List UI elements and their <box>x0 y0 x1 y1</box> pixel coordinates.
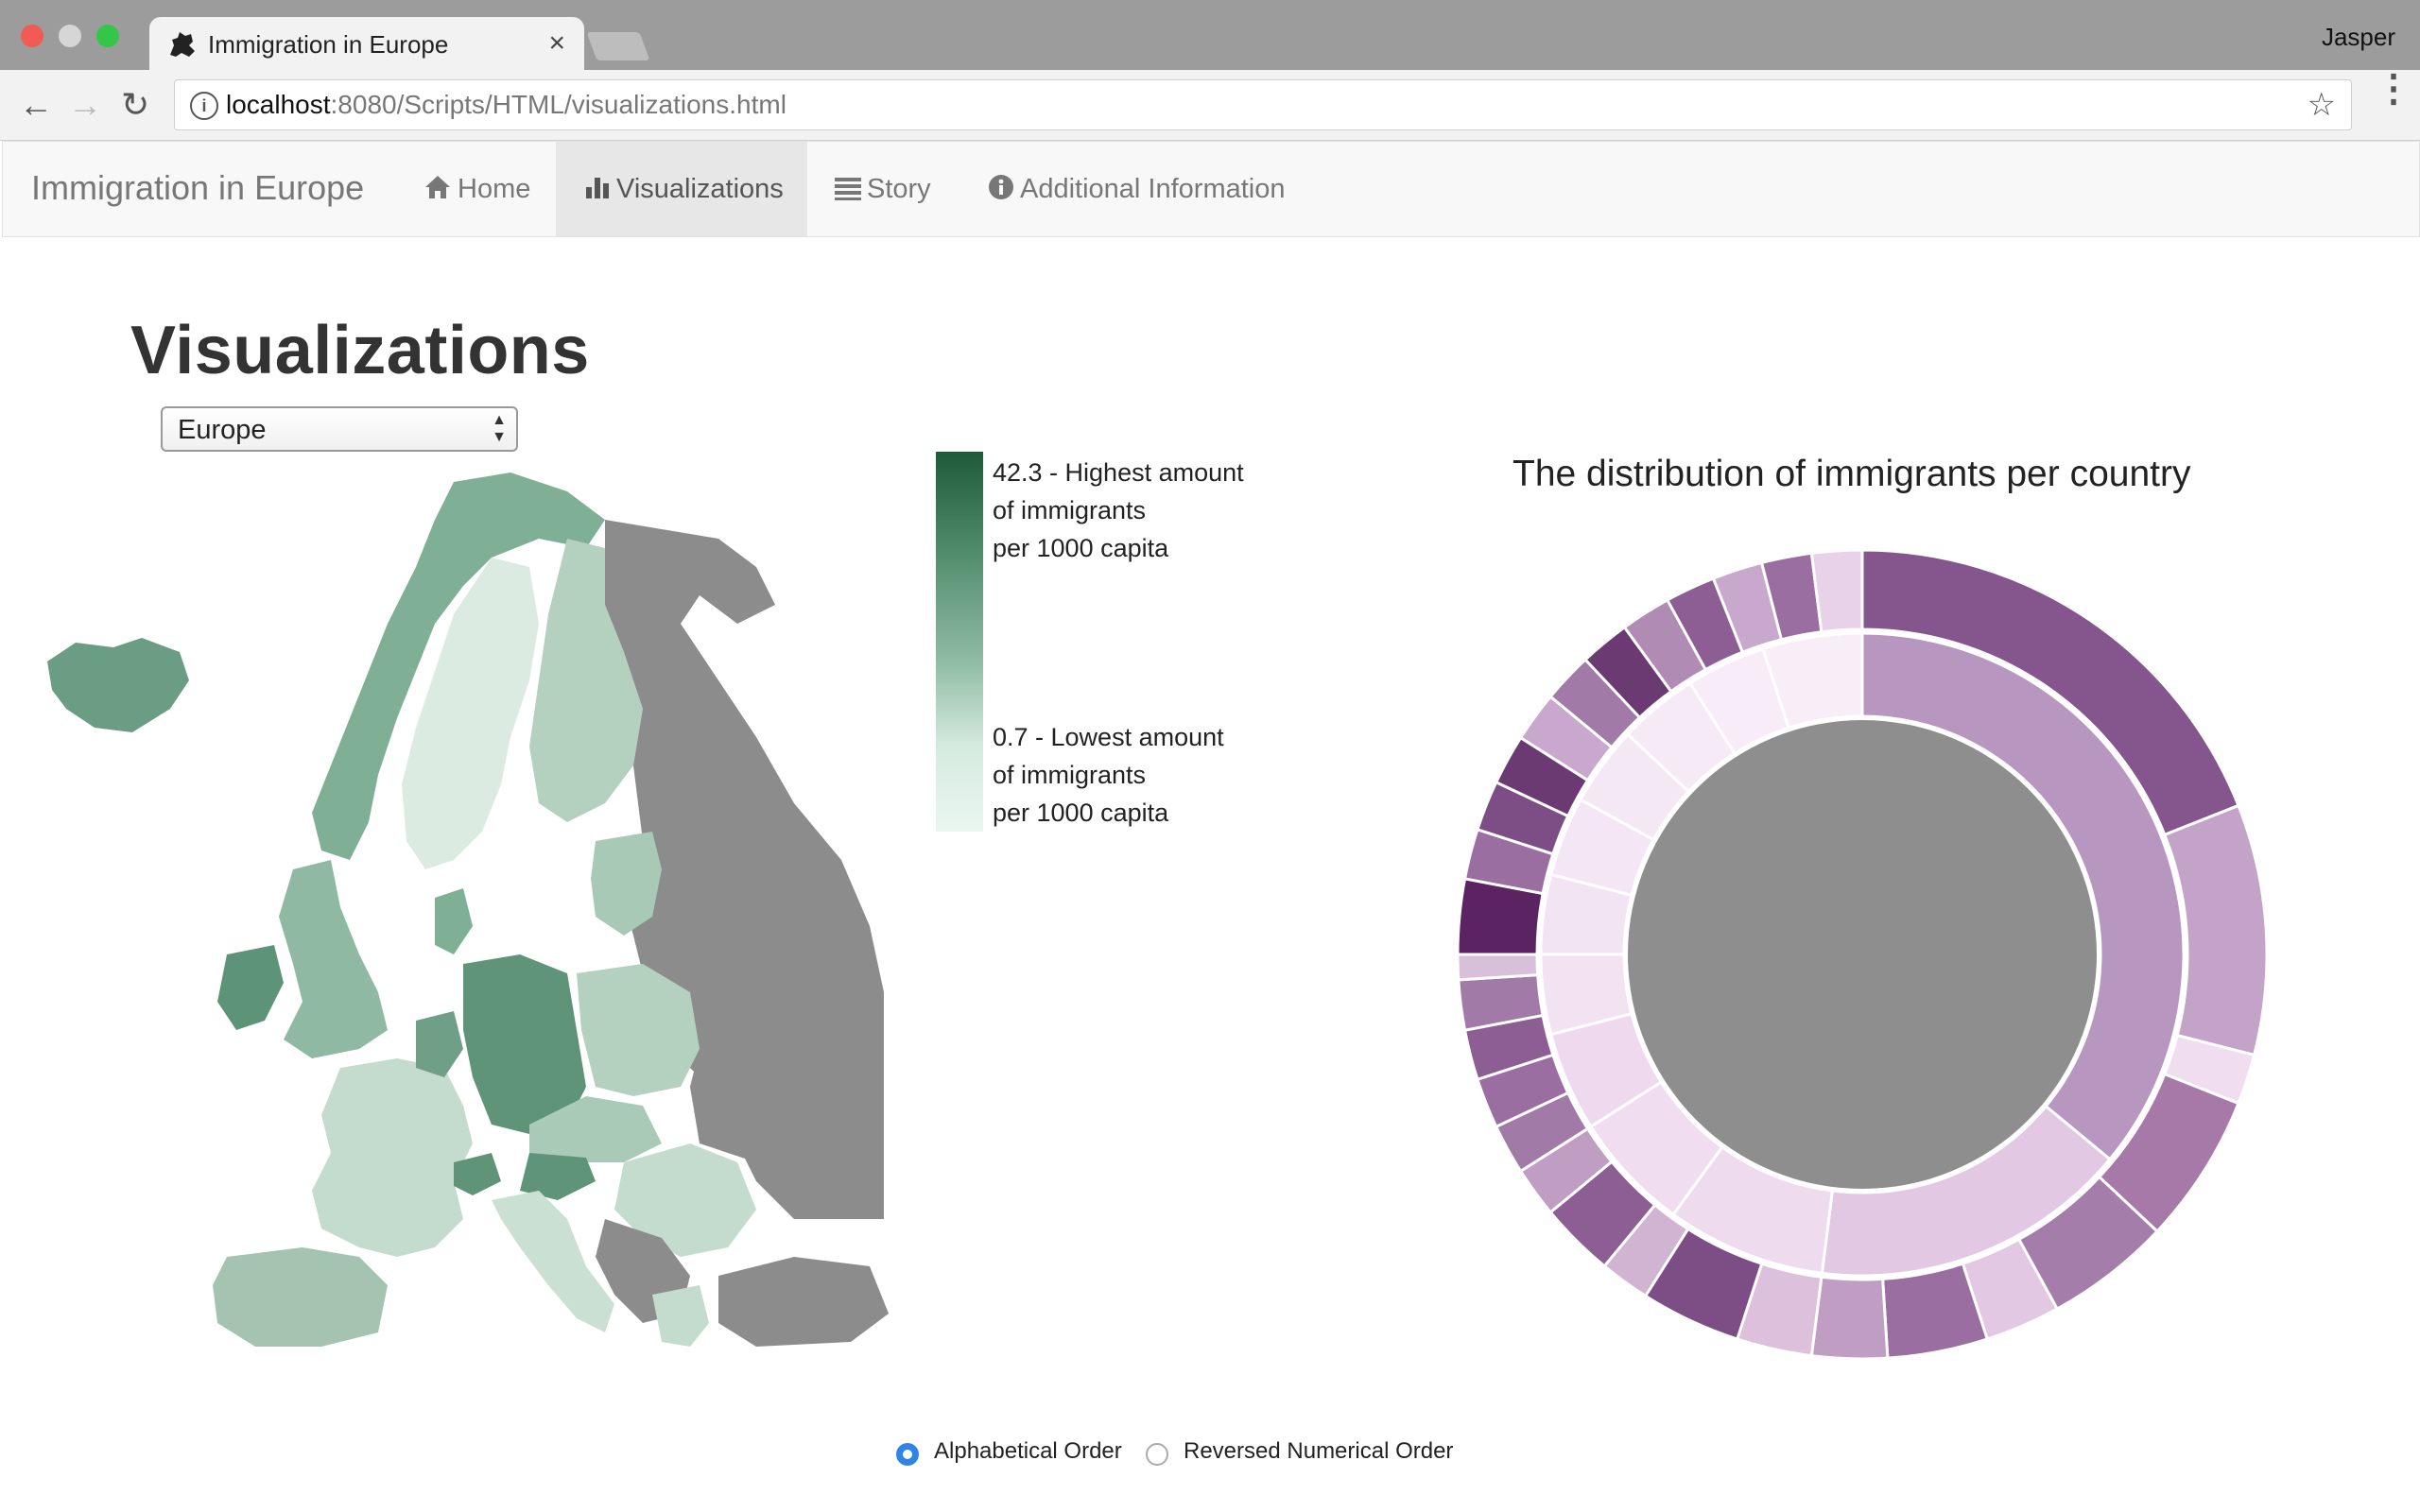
sort-reversed-option[interactable]: Reversed Numerical Order <box>1146 1438 1453 1466</box>
tab-title: Immigration in Europe <box>208 30 449 59</box>
navbar-brand[interactable]: Immigration in Europe <box>31 168 365 207</box>
forward-button[interactable]: → <box>68 85 102 124</box>
map-uk[interactable] <box>279 860 388 1058</box>
map-germany[interactable] <box>463 954 586 1134</box>
legend-high-line-2: of immigrants <box>993 496 1147 524</box>
window-close-button[interactable] <box>21 25 43 47</box>
nav-home[interactable]: Home <box>395 142 559 236</box>
sort-reversed-radio[interactable] <box>1146 1443 1168 1466</box>
sunburst-outer-segment[interactable] <box>1809 1275 1890 1361</box>
sunburst-outer-ring <box>1456 548 2269 1361</box>
legend-low-line-3: per 1000 capita <box>993 799 1169 827</box>
sunburst-title: The distribution of immigrants per count… <box>1512 454 2191 494</box>
tab-close-button[interactable]: × <box>548 27 565 59</box>
map-iberia[interactable] <box>213 1247 388 1347</box>
map-hungary-romania[interactable] <box>614 1143 756 1257</box>
map-greece[interactable] <box>652 1285 709 1347</box>
address-bar[interactable]: i localhost:8080/Scripts/HTML/visualizat… <box>174 79 2352 130</box>
sunburst-inner-segment[interactable] <box>1860 631 2186 1161</box>
region-select[interactable]: Europe ▲ ▼ <box>161 406 518 452</box>
legend-low-text: 0.7 - Lowest amount of immigrants per 10… <box>993 718 1314 832</box>
browser-menu-icon[interactable]: ⋮ <box>2375 68 2412 110</box>
nav-additional-information-label: Additional Information <box>1020 174 1286 204</box>
sort-alphabetical-label: Alphabetical Order <box>934 1438 1122 1464</box>
europe-favicon-icon <box>170 32 195 57</box>
site-info-icon[interactable]: i <box>190 92 218 120</box>
home-icon <box>425 176 450 198</box>
sort-alphabetical-option[interactable]: Alphabetical Order <box>896 1438 1122 1466</box>
map-benelux[interactable] <box>416 1011 463 1077</box>
list-icon <box>835 178 861 200</box>
map-austria[interactable] <box>520 1153 596 1200</box>
bookmark-star-icon[interactable]: ☆ <box>2307 87 2336 123</box>
europe-choropleth-map[interactable] <box>38 463 974 1351</box>
map-ireland[interactable] <box>217 945 284 1030</box>
nav-home-label: Home <box>458 174 531 204</box>
legend-high-line-3: per 1000 capita <box>993 534 1169 562</box>
sunburst-center[interactable] <box>1628 720 2097 1189</box>
info-circle-icon <box>989 175 1013 199</box>
sunburst-inner-ring <box>1539 631 2186 1278</box>
sunburst-outer-segment[interactable] <box>1809 548 1864 634</box>
legend-high-text: 42.3 - Highest amount of immigrants per … <box>993 454 1314 567</box>
nav-visualizations[interactable]: Visualizations <box>556 142 807 236</box>
browser-tab[interactable]: Immigration in Europe × <box>149 17 584 70</box>
map-central[interactable] <box>529 1096 662 1162</box>
page-title: Visualizations <box>130 313 590 388</box>
legend-high-line-1: 42.3 - Highest amount <box>993 458 1244 487</box>
select-arrows-icon: ▲ ▼ <box>492 412 507 445</box>
bar-chart-icon <box>586 178 609 198</box>
nav-story[interactable]: Story <box>806 142 959 236</box>
nav-story-label: Story <box>867 174 931 204</box>
legend-low-line-1: 0.7 - Lowest amount <box>993 723 1224 751</box>
sunburst-outer-segment[interactable] <box>1456 953 1540 982</box>
map-france[interactable] <box>312 1058 473 1257</box>
map-sweden[interactable] <box>402 558 539 869</box>
legend-low-line-2: of immigrants <box>993 761 1147 789</box>
map-ukraine-no-data <box>690 1030 884 1181</box>
url-text[interactable]: localhost:8080/Scripts/HTML/visualizatio… <box>226 90 786 120</box>
map-iceland[interactable] <box>47 638 189 732</box>
map-poland[interactable] <box>577 964 700 1096</box>
sort-reversed-label: Reversed Numerical Order <box>1184 1438 1454 1464</box>
nav-additional-information[interactable]: Additional Information <box>959 142 1314 236</box>
map-switzerland[interactable] <box>454 1153 501 1195</box>
sunburst-inner-segment[interactable] <box>1761 631 1864 730</box>
map-italy[interactable] <box>492 1191 614 1332</box>
reload-button[interactable]: ↻ <box>121 85 150 124</box>
profile-name[interactable]: Jasper <box>2321 23 2395 51</box>
browser-tab-bar: Immigration in Europe × Jasper <box>0 0 2420 70</box>
sunburst-chart[interactable] <box>1446 539 2278 1370</box>
back-button[interactable]: ← <box>19 85 53 124</box>
sort-alphabetical-radio[interactable] <box>896 1443 919 1466</box>
url-host: localhost <box>226 90 331 119</box>
map-turkey-no-data <box>718 1257 889 1347</box>
region-select-value: Europe <box>178 415 267 445</box>
nav-visualizations-label: Visualizations <box>616 174 784 204</box>
map-legend-gradient <box>936 452 983 832</box>
map-finland[interactable] <box>529 539 643 822</box>
map-denmark[interactable] <box>435 888 473 954</box>
map-norway[interactable] <box>312 472 605 860</box>
map-baltics[interactable] <box>591 832 662 936</box>
url-path: :8080/Scripts/HTML/visualizations.html <box>330 90 786 119</box>
site-navbar: Immigration in Europe Home Visualization… <box>2 141 2420 237</box>
window-maximize-button[interactable] <box>96 25 119 47</box>
new-tab-button[interactable] <box>586 32 650 60</box>
window-minimize-button[interactable] <box>59 25 81 47</box>
